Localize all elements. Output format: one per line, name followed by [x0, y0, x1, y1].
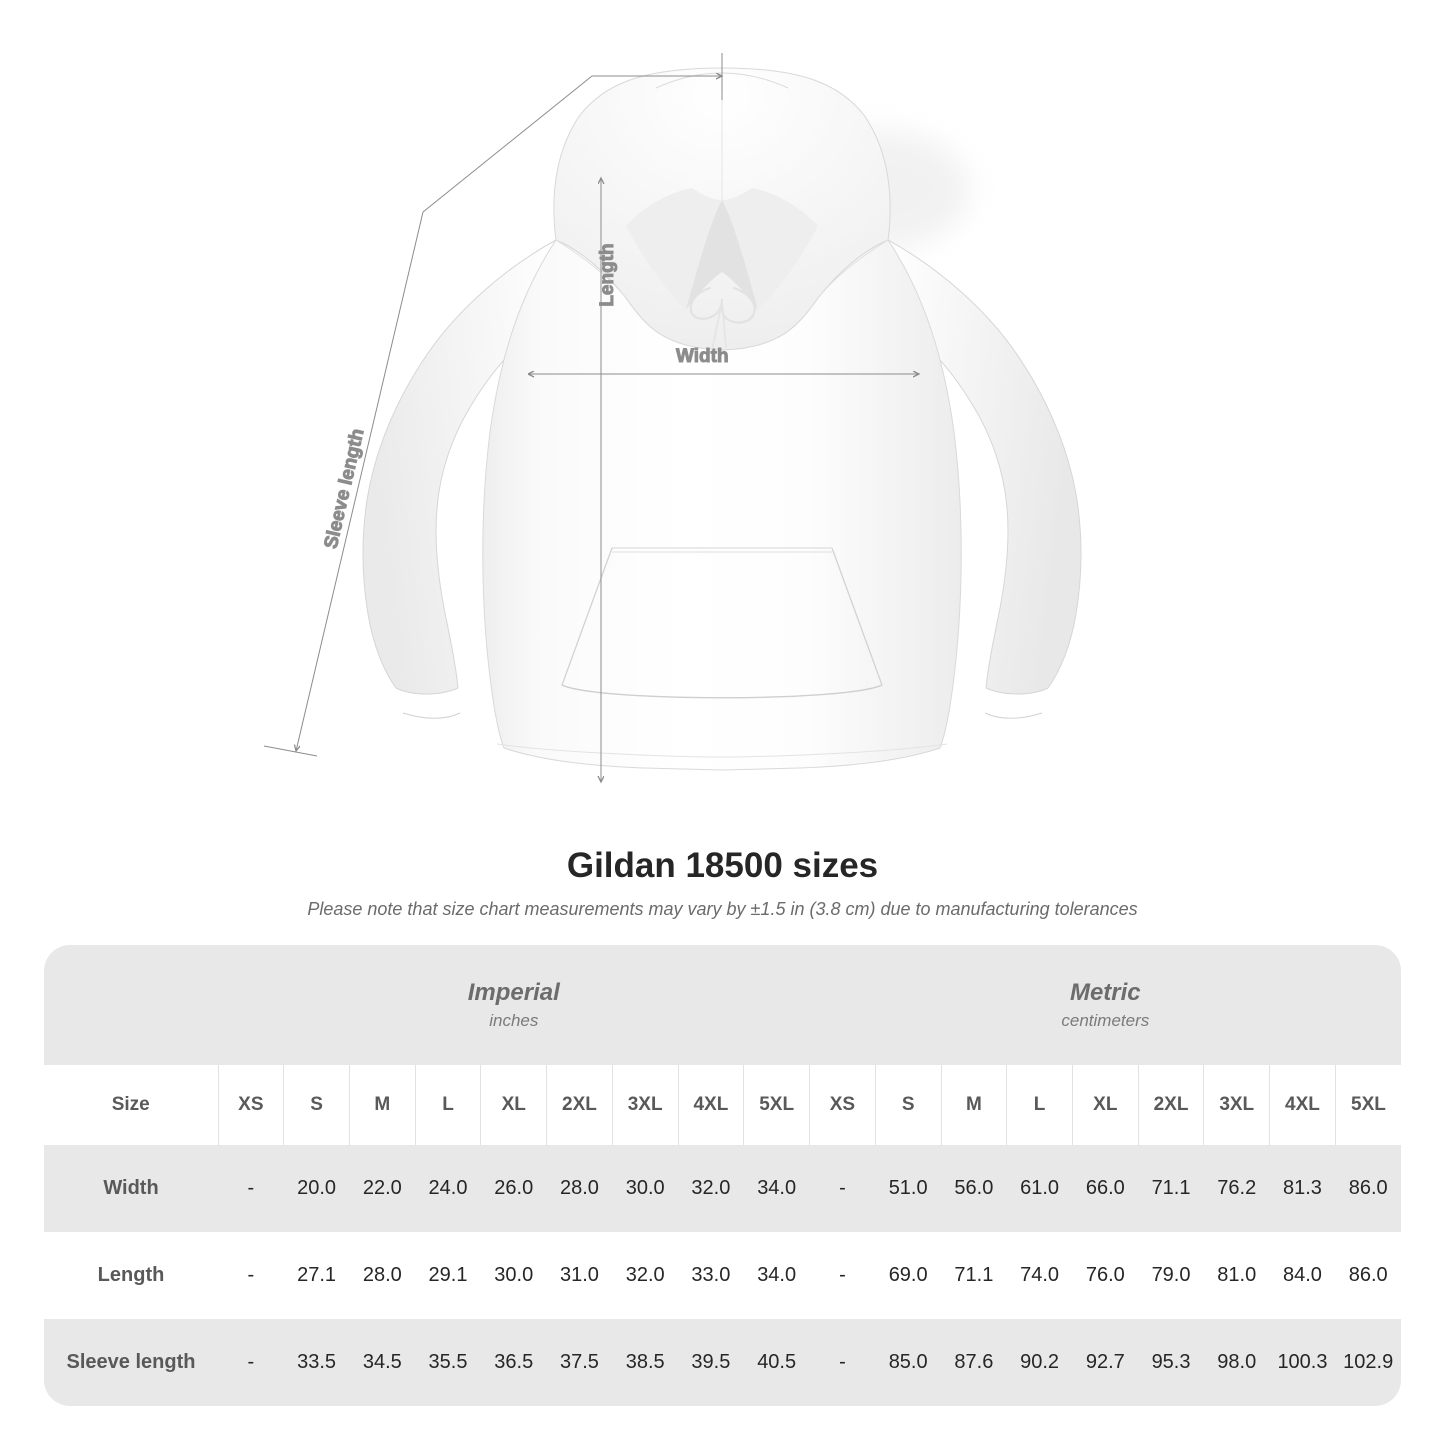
svg-text:Length: Length — [597, 243, 618, 306]
svg-text:Sleeve length: Sleeve length — [321, 427, 369, 551]
svg-text:Width: Width — [676, 346, 729, 367]
